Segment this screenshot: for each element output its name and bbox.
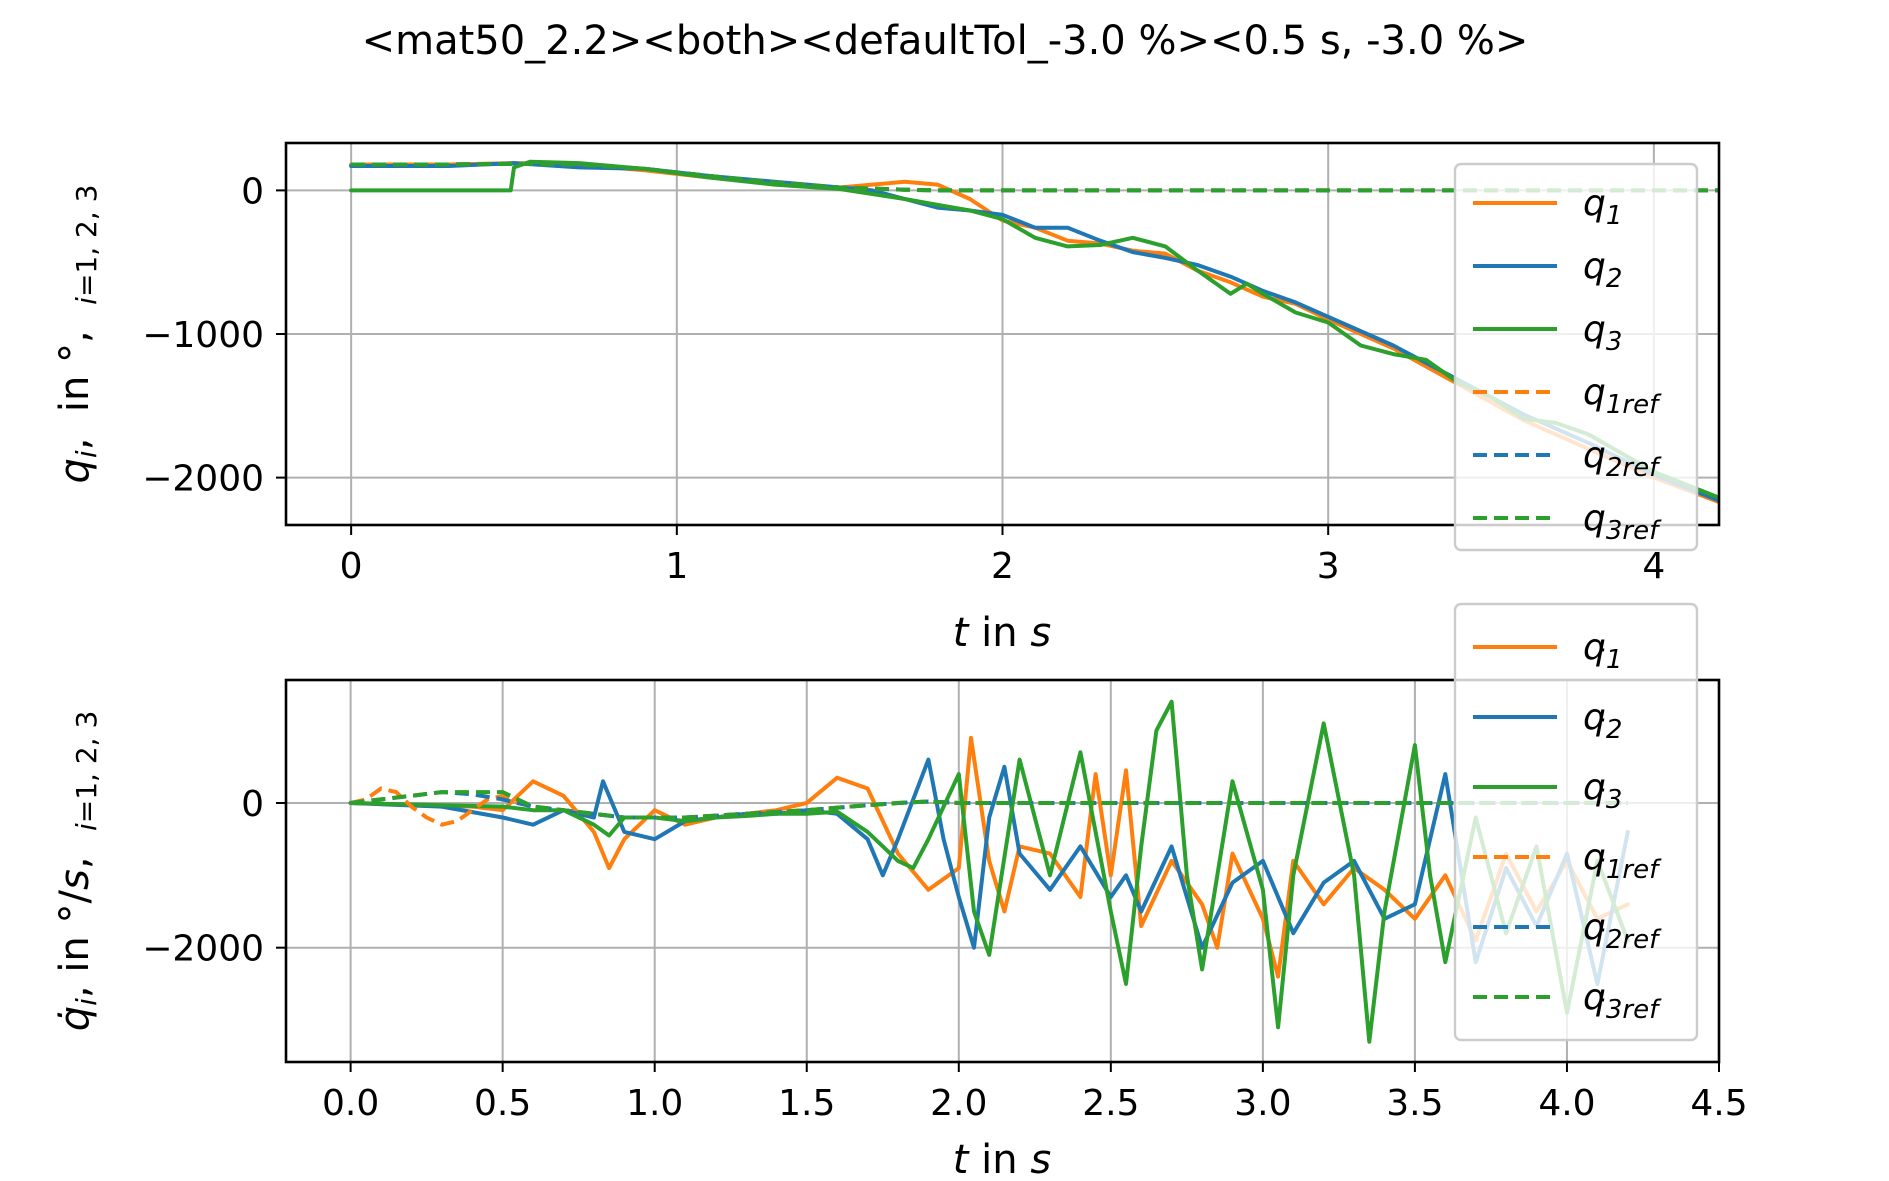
bottom-series-q̇2-line — [348, 757, 1630, 986]
top-series-q3ref-line — [351, 161, 1719, 193]
top-legend: q1 q2 q3 q1ref q2ref q3ref — [1453, 162, 1699, 552]
bottom-x-tick-label: 3.0 — [1234, 1083, 1291, 1124]
bottom-x-axis-label: t in s — [953, 1137, 1051, 1181]
bottom-series-q̇3ref-line — [350, 790, 1628, 820]
top-y-axis-label: qi, in °, i=1, 2, 3 — [52, 185, 103, 484]
top-ticks: 0 1 2 3 4 0 −1000 −2000 — [142, 171, 1665, 587]
bottom-legend-box — [1453, 602, 1699, 1042]
bottom-x-tick-label: 1.0 — [626, 1083, 683, 1124]
bottom-legend-label: q̇2 — [1583, 697, 1622, 745]
top-x-tick-label: 1 — [665, 546, 688, 587]
top-subplot: 0 1 2 3 4 0 −1000 −2000 t in s qi, in °, i=1, 2… — [52, 141, 1721, 656]
top-y-tick-label: −2000 — [142, 459, 264, 500]
top-legend-label: q3ref — [1583, 498, 1662, 546]
top-x-tick-label: 4 — [1642, 546, 1665, 587]
bottom-series-q̇3-line — [348, 699, 1630, 1044]
bottom-legend-label: q̇2ref — [1583, 907, 1662, 955]
bottom-x-tick-label: 2.5 — [1082, 1083, 1139, 1124]
bottom-axes-frame — [284, 678, 1721, 1064]
bottom-x-tick-label: 0.0 — [322, 1083, 379, 1124]
bottom-y-tick-label: −2000 — [142, 929, 264, 970]
bottom-legend-label: q̇1ref — [1583, 837, 1662, 885]
top-x-tick-label: 0 — [340, 546, 363, 587]
bottom-x-tick-label: 0.5 — [474, 1083, 531, 1124]
bottom-ticks: 0.0 0.5 1.0 1.5 2.0 2.5 3.0 3.5 4.0 4.5 0 −2000 — [142, 784, 1747, 1124]
bottom-legend-label: q̇3 — [1583, 767, 1622, 815]
bottom-x-tick-label: 1.5 — [778, 1083, 835, 1124]
top-y-tick-label: −1000 — [142, 315, 264, 356]
top-legend-label: q2ref — [1583, 435, 1662, 483]
top-legend-label: q3 — [1583, 309, 1622, 357]
bottom-legend-label: q̇1 — [1583, 627, 1622, 675]
top-x-tick-label: 2 — [991, 546, 1014, 587]
bottom-plot-area — [348, 699, 1630, 1044]
bottom-legend-label: q̇3ref — [1583, 977, 1662, 1025]
bottom-series-q̇1-line — [348, 735, 1630, 979]
bottom-y-axis-label: q̇i, in °/s, i=1, 2, 3 — [52, 711, 103, 1032]
top-legend-label: q2 — [1583, 246, 1622, 294]
top-x-axis-label: t in s — [953, 610, 1051, 656]
chart-title: <mat50_2.2><both><defaultTol_-3.0 %><0.5… — [362, 18, 1529, 64]
bottom-x-tick-label: 3.5 — [1386, 1083, 1443, 1124]
top-legend-label: q1 — [1583, 183, 1622, 231]
bottom-y-tick-label: 0 — [241, 784, 264, 825]
top-y-tick-label: 0 — [241, 171, 264, 212]
bottom-subplot: 0.0 0.5 1.0 1.5 2.0 2.5 3.0 3.5 4.0 4.5 0 −2000 t i… — [52, 602, 1748, 1181]
top-legend-box — [1453, 162, 1699, 552]
bottom-x-tick-label: 4.0 — [1538, 1083, 1595, 1124]
bottom-legend: q̇1 q̇2 q̇3 q̇1ref q̇2ref q̇3ref — [1453, 602, 1699, 1042]
bottom-x-tick-label: 4.5 — [1690, 1083, 1747, 1124]
top-legend-label: q1ref — [1583, 372, 1662, 420]
bottom-x-tick-label: 2.0 — [930, 1083, 987, 1124]
top-x-tick-label: 3 — [1317, 546, 1340, 587]
